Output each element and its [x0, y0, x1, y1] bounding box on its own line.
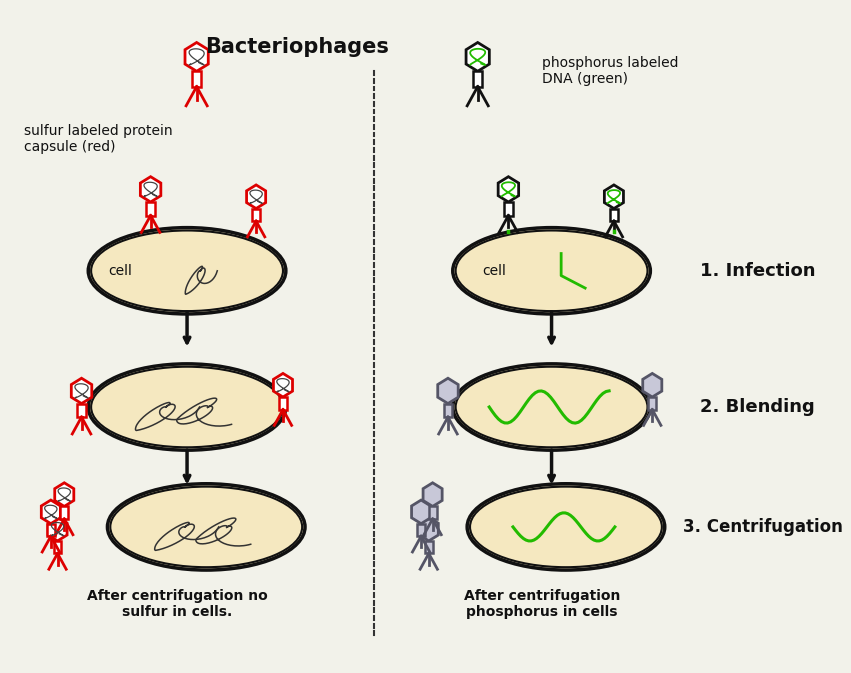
Ellipse shape [453, 364, 650, 450]
Bar [77, 404, 86, 417]
Text: After centrifugation no
sulfur in cells.: After centrifugation no sulfur in cells. [87, 590, 268, 619]
Text: 1. Infection: 1. Infection [700, 262, 815, 280]
Text: sulfur labeled protein
capsule (red): sulfur labeled protein capsule (red) [24, 124, 173, 154]
Polygon shape [140, 177, 161, 202]
Bar [146, 202, 155, 215]
Bar [54, 541, 61, 553]
Polygon shape [185, 42, 208, 71]
Bar [473, 71, 483, 87]
Polygon shape [54, 483, 74, 506]
Text: cell: cell [108, 264, 132, 278]
Bar [504, 202, 512, 215]
Polygon shape [420, 518, 438, 541]
Ellipse shape [89, 364, 286, 450]
Text: cell: cell [482, 264, 506, 278]
Bar [279, 397, 287, 410]
Polygon shape [42, 500, 60, 524]
Bar [60, 506, 68, 519]
Text: 2. Blending: 2. Blending [700, 398, 815, 416]
Polygon shape [423, 483, 443, 506]
Polygon shape [643, 374, 662, 397]
Polygon shape [437, 378, 458, 404]
Ellipse shape [467, 484, 665, 570]
Polygon shape [273, 374, 293, 397]
Bar [417, 524, 425, 536]
Bar [443, 404, 452, 417]
Polygon shape [247, 185, 266, 209]
Bar [252, 209, 260, 221]
Polygon shape [498, 177, 518, 202]
Bar [648, 397, 656, 410]
Text: After centrifugation
phosphorus in cells: After centrifugation phosphorus in cells [464, 590, 620, 619]
Bar [429, 506, 437, 519]
Polygon shape [412, 500, 431, 524]
Polygon shape [466, 42, 489, 71]
Text: Bacteriophages: Bacteriophages [205, 37, 389, 57]
Bar [47, 524, 54, 536]
Bar [191, 71, 202, 87]
Ellipse shape [89, 227, 286, 314]
Bar [610, 209, 618, 221]
Polygon shape [48, 518, 67, 541]
Text: 3. Centrifugation: 3. Centrifugation [683, 518, 842, 536]
Polygon shape [604, 185, 624, 209]
Bar [425, 541, 432, 553]
Polygon shape [71, 378, 92, 404]
Ellipse shape [453, 227, 650, 314]
Text: phosphorus labeled
DNA (green): phosphorus labeled DNA (green) [542, 56, 678, 86]
Ellipse shape [107, 484, 305, 570]
